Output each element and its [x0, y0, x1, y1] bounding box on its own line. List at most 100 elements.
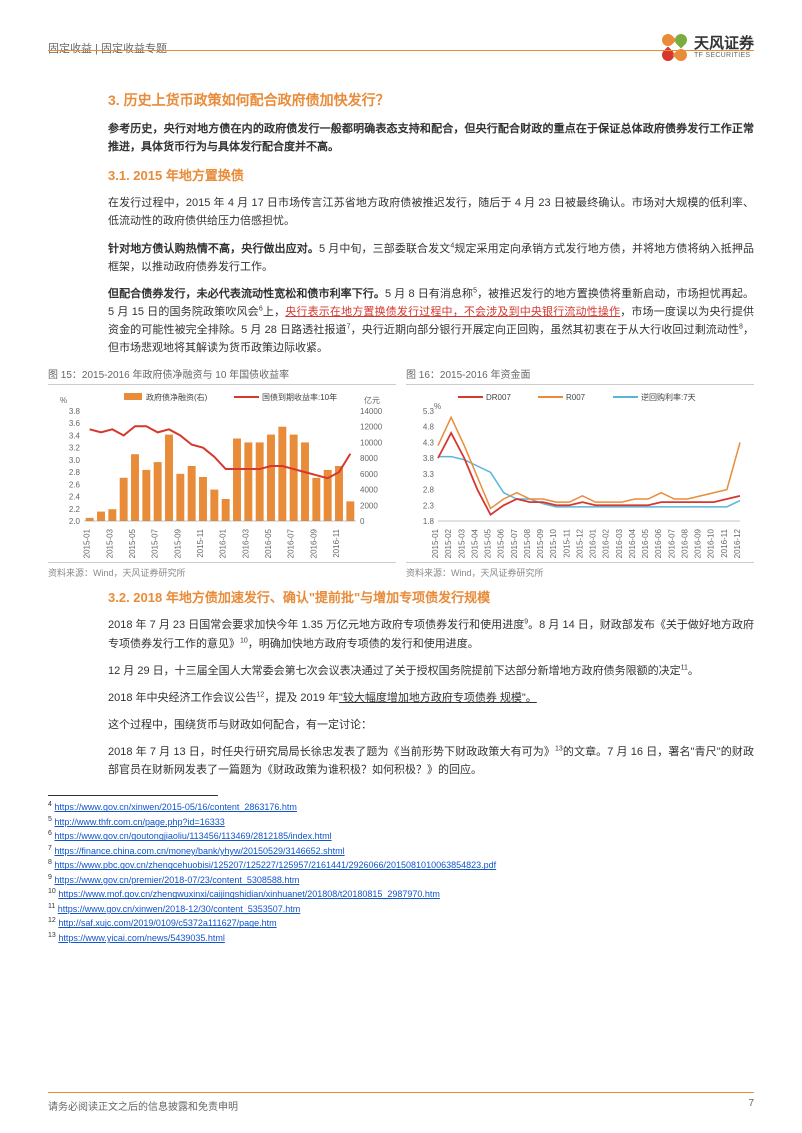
svg-text:2015-02: 2015-02 — [444, 529, 453, 559]
footnote-link[interactable]: https://www.gov.cn/xinwen/2018-12/30/con… — [58, 904, 301, 914]
footnote-4: 4 https://www.gov.cn/xinwen/2015-05/16/c… — [48, 800, 754, 815]
chart-15-source: 资料来源：Wind，天风证券研究所 — [48, 562, 396, 579]
section-31-p3: 但配合债券发行，未必代表流动性宽松和债市利率下行。5 月 8 日有消息称5，被推… — [108, 285, 754, 358]
svg-text:3.8: 3.8 — [69, 407, 81, 416]
svg-text:4000: 4000 — [360, 486, 378, 495]
svg-text:2016-03: 2016-03 — [615, 529, 624, 559]
svg-text:2015-01: 2015-01 — [431, 529, 440, 559]
footnote-link[interactable]: https://www.gov.cn/premier/2018-07/23/co… — [54, 875, 299, 885]
svg-text:2016-05: 2016-05 — [641, 529, 650, 559]
logo-en: TF SECURITIES — [694, 52, 754, 60]
svg-text:2015-01: 2015-01 — [83, 529, 92, 559]
svg-text:2016-12: 2016-12 — [733, 529, 742, 559]
footnote-separator — [48, 795, 218, 796]
svg-text:2015-12: 2015-12 — [575, 529, 584, 559]
footnote-13: 13 https://www.yicai.com/news/5439035.ht… — [48, 931, 754, 946]
svg-text:0: 0 — [360, 517, 365, 526]
svg-text:2015-11: 2015-11 — [196, 529, 205, 558]
svg-text:2015-04: 2015-04 — [470, 529, 479, 559]
svg-text:2015-03: 2015-03 — [105, 529, 114, 559]
chart-16-source: 资料来源：Wind，天风证券研究所 — [406, 562, 754, 579]
header-category: 固定收益 | 固定收益专题 — [48, 40, 167, 56]
svg-text:2015-06: 2015-06 — [497, 529, 506, 559]
svg-text:2016-04: 2016-04 — [628, 529, 637, 559]
svg-text:2015-07: 2015-07 — [510, 529, 519, 559]
svg-text:政府债净融资(右): 政府债净融资(右) — [146, 392, 208, 402]
svg-text:逆回购利率:7天: 逆回购利率:7天 — [641, 392, 696, 402]
svg-text:%: % — [60, 396, 67, 405]
svg-text:3.2: 3.2 — [69, 444, 81, 453]
logo-icon — [662, 34, 690, 62]
svg-text:2016-11: 2016-11 — [720, 529, 729, 558]
svg-text:2015-05: 2015-05 — [484, 529, 493, 559]
svg-text:2016-07: 2016-07 — [287, 529, 296, 559]
header-rule — [48, 50, 754, 51]
svg-text:2016-01: 2016-01 — [589, 529, 598, 559]
svg-text:2015-09: 2015-09 — [536, 529, 545, 559]
footnote-link[interactable]: https://finance.china.com.cn/money/bank/… — [54, 846, 344, 856]
chart-16-title: 图 16：2015-2016 年资金面 — [406, 366, 754, 385]
svg-text:2016-10: 2016-10 — [707, 529, 716, 559]
svg-text:2016-05: 2016-05 — [264, 529, 273, 559]
chart-15-svg: 政府债净融资(右)国债到期收益率:10年%亿元2.02.22.42.62.83.… — [48, 389, 396, 559]
svg-text:2015-07: 2015-07 — [151, 529, 160, 559]
svg-text:3.4: 3.4 — [69, 432, 81, 441]
svg-text:3.3: 3.3 — [423, 470, 435, 479]
section-31-p1: 在发行过程中，2015 年 4 月 17 日市场传言江苏省地方政府债被推迟发行，… — [108, 194, 754, 230]
svg-text:14000: 14000 — [360, 407, 383, 416]
main-content: 3. 历史上货币政策如何配合政府债加快发行？ 参考历史，央行对地方债在内的政府债… — [48, 90, 754, 945]
footnote-link[interactable]: http://www.thfr.com.cn/page.php?id=16333 — [54, 817, 224, 827]
footnote-link[interactable]: https://www.gov.cn/goutongjiaoliu/113456… — [54, 831, 331, 841]
footnote-6: 6 https://www.gov.cn/goutongjiaoliu/1134… — [48, 829, 754, 844]
svg-text:5.3: 5.3 — [423, 407, 435, 416]
footnote-link[interactable]: https://www.mof.gov.cn/zhengwuxinxi/caij… — [58, 889, 440, 899]
svg-text:10000: 10000 — [360, 439, 383, 448]
footnote-11: 11 https://www.gov.cn/xinwen/2018-12/30/… — [48, 902, 754, 917]
footnote-8: 8 https://www.pbc.gov.cn/zhengcehuobisi/… — [48, 858, 754, 873]
svg-text:2016-06: 2016-06 — [654, 529, 663, 559]
footnote-12: 12 http://saf.xujc.com/2019/0109/c5372a1… — [48, 916, 754, 931]
section-32-p1: 2018 年 7 月 23 日国常会要求加快今年 1.35 万亿元地方政府专项债… — [108, 616, 754, 652]
footnote-link[interactable]: http://saf.xujc.com/2019/0109/c5372a1116… — [58, 918, 276, 928]
svg-text:2015-05: 2015-05 — [128, 529, 137, 559]
svg-text:2.6: 2.6 — [69, 481, 81, 490]
footnote-5: 5 http://www.thfr.com.cn/page.php?id=163… — [48, 815, 754, 830]
svg-text:R007: R007 — [566, 393, 586, 402]
svg-text:2000: 2000 — [360, 502, 378, 511]
section-32-p5: 2018 年 7 月 13 日，时任央行研究局局长徐忠发表了题为《当前形势下财政… — [108, 743, 754, 779]
footnote-10: 10 https://www.mof.gov.cn/zhengwuxinxi/c… — [48, 887, 754, 902]
footnote-link[interactable]: https://www.yicai.com/news/5439035.html — [58, 933, 225, 943]
svg-text:8000: 8000 — [360, 455, 378, 464]
page-footer: 请务必阅读正文之后的信息披露和免责申明 7 — [48, 1092, 754, 1113]
svg-text:%: % — [434, 402, 441, 411]
svg-text:12000: 12000 — [360, 423, 383, 432]
svg-text:2.2: 2.2 — [69, 505, 81, 514]
section-31-p2: 针对地方债认购热情不高，央行做出应对。5 月中旬，三部委联合发文4规定采用定向承… — [108, 240, 754, 276]
svg-text:2015-10: 2015-10 — [549, 529, 558, 559]
section-32-p3: 2018 年中央经济工作会议公告12，提及 2019 年"较大幅度增加地方政府专… — [108, 689, 754, 707]
svg-text:2.4: 2.4 — [69, 493, 81, 502]
svg-text:3.6: 3.6 — [69, 420, 81, 429]
footnote-link[interactable]: https://www.gov.cn/xinwen/2015-05/16/con… — [54, 802, 297, 812]
svg-text:2016-07: 2016-07 — [667, 529, 676, 559]
page-header: 固定收益 | 固定收益专题 天风证券 TF SECURITIES — [48, 34, 754, 62]
section-32-p2: 12 月 29 日，十三届全国人大常委会第七次会议表决通过了关于授权国务院提前下… — [108, 662, 754, 680]
svg-text:3.8: 3.8 — [423, 455, 435, 464]
footnote-7: 7 https://finance.china.com.cn/money/ban… — [48, 844, 754, 859]
svg-text:DR007: DR007 — [486, 393, 511, 402]
footnote-9: 9 https://www.gov.cn/premier/2018-07/23/… — [48, 873, 754, 888]
chart-16-svg: DR007R007逆回购利率:7天%1.82.32.83.33.84.34.85… — [406, 389, 754, 559]
svg-text:2016-08: 2016-08 — [680, 529, 689, 559]
chart-16-block: 图 16：2015-2016 年资金面 DR007R007逆回购利率:7天%1.… — [406, 366, 754, 579]
svg-text:4.3: 4.3 — [423, 439, 435, 448]
svg-text:3.0: 3.0 — [69, 456, 81, 465]
chart-15-block: 图 15：2015-2016 年政府债净融资与 10 年国债收益率 政府债净融资… — [48, 366, 396, 579]
page-number: 7 — [748, 1098, 754, 1113]
svg-text:2016-02: 2016-02 — [602, 529, 611, 559]
svg-text:2015-09: 2015-09 — [173, 529, 182, 559]
svg-text:国债到期收益率:10年: 国债到期收益率:10年 — [262, 392, 337, 402]
svg-text:2016-01: 2016-01 — [219, 529, 228, 559]
svg-text:2015-11: 2015-11 — [562, 529, 571, 558]
footnote-link[interactable]: https://www.pbc.gov.cn/zhengcehuobisi/12… — [54, 860, 496, 870]
footnotes-block: 4 https://www.gov.cn/xinwen/2015-05/16/c… — [48, 800, 754, 945]
